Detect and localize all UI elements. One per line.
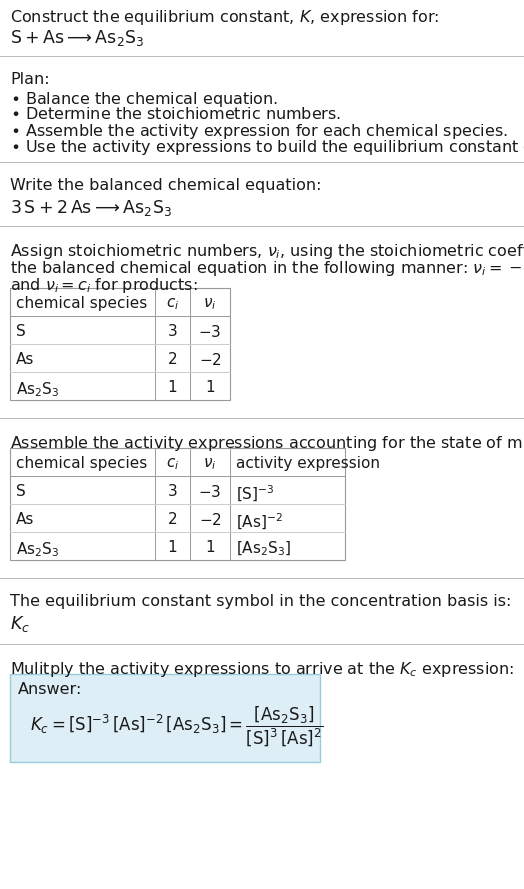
- Text: $\mathrm{S + As \longrightarrow As_2S_3}$: $\mathrm{S + As \longrightarrow As_2S_3}…: [10, 28, 144, 48]
- Text: S: S: [16, 324, 26, 339]
- Text: Answer:: Answer:: [18, 682, 82, 697]
- Text: $\bullet$ Determine the stoichiometric numbers.: $\bullet$ Determine the stoichiometric n…: [10, 106, 341, 122]
- Text: Assign stoichiometric numbers, $\nu_i$, using the stoichiometric coefficients, $: Assign stoichiometric numbers, $\nu_i$, …: [10, 242, 524, 261]
- Bar: [10, 288, 230, 400]
- Text: 1: 1: [168, 380, 177, 395]
- Text: 2: 2: [168, 512, 177, 527]
- Text: chemical species: chemical species: [16, 296, 147, 311]
- Text: 1: 1: [205, 540, 215, 555]
- Text: Assemble the activity expressions accounting for the state of matter and $\nu_i$: Assemble the activity expressions accoun…: [10, 434, 524, 453]
- Text: activity expression: activity expression: [236, 456, 380, 471]
- Text: Construct the equilibrium constant, $K$, expression for:: Construct the equilibrium constant, $K$,…: [10, 8, 439, 27]
- Text: $\mathrm{As_2S_3}$: $\mathrm{As_2S_3}$: [16, 540, 60, 558]
- Text: $-3$: $-3$: [199, 484, 222, 500]
- Text: $[\mathrm{As_2S_3}]$: $[\mathrm{As_2S_3}]$: [236, 540, 291, 558]
- Text: Mulitply the activity expressions to arrive at the $K_c$ expression:: Mulitply the activity expressions to arr…: [10, 660, 514, 679]
- Text: and $\nu_i = c_i$ for products:: and $\nu_i = c_i$ for products:: [10, 276, 198, 295]
- Text: the balanced chemical equation in the following manner: $\nu_i = -c_i$ for react: the balanced chemical equation in the fo…: [10, 259, 524, 278]
- Text: The equilibrium constant symbol in the concentration basis is:: The equilibrium constant symbol in the c…: [10, 594, 511, 609]
- Text: $\bullet$ Use the activity expressions to build the equilibrium constant express: $\bullet$ Use the activity expressions t…: [10, 138, 524, 157]
- Text: $\nu_i$: $\nu_i$: [203, 296, 217, 312]
- Text: S: S: [16, 484, 26, 499]
- Text: $\bullet$ Balance the chemical equation.: $\bullet$ Balance the chemical equation.: [10, 90, 278, 109]
- Text: Plan:: Plan:: [10, 72, 50, 87]
- Text: $-2$: $-2$: [199, 352, 222, 368]
- Text: $c_i$: $c_i$: [166, 456, 179, 472]
- Text: $K_c = [\mathrm{S}]^{-3}\,[\mathrm{As}]^{-2}\,[\mathrm{As_2S_3}] = \dfrac{[\math: $K_c = [\mathrm{S}]^{-3}\,[\mathrm{As}]^…: [30, 704, 323, 748]
- Text: $\mathrm{As_2S_3}$: $\mathrm{As_2S_3}$: [16, 380, 60, 398]
- Text: $\nu_i$: $\nu_i$: [203, 456, 217, 472]
- Text: chemical species: chemical species: [16, 456, 147, 471]
- Text: $-2$: $-2$: [199, 512, 222, 528]
- Text: $c_i$: $c_i$: [166, 296, 179, 312]
- Text: $\bullet$ Assemble the activity expression for each chemical species.: $\bullet$ Assemble the activity expressi…: [10, 122, 508, 141]
- Bar: [10, 674, 320, 762]
- Text: 3: 3: [168, 484, 178, 499]
- Text: 3: 3: [168, 324, 178, 339]
- Text: $-3$: $-3$: [199, 324, 222, 340]
- Text: $K_c$: $K_c$: [10, 614, 30, 634]
- Text: 1: 1: [168, 540, 177, 555]
- Text: 1: 1: [205, 380, 215, 395]
- Text: $[\mathrm{As}]^{-2}$: $[\mathrm{As}]^{-2}$: [236, 512, 283, 533]
- Text: $[\mathrm{S}]^{-3}$: $[\mathrm{S}]^{-3}$: [236, 484, 275, 504]
- Text: As: As: [16, 352, 35, 367]
- Text: As: As: [16, 512, 35, 527]
- Text: $3\,\mathrm{S} + 2\,\mathrm{As} \longrightarrow \mathrm{As_2S_3}$: $3\,\mathrm{S} + 2\,\mathrm{As} \longrig…: [10, 198, 172, 218]
- Bar: [10, 448, 345, 560]
- Text: Write the balanced chemical equation:: Write the balanced chemical equation:: [10, 178, 322, 193]
- Text: 2: 2: [168, 352, 177, 367]
